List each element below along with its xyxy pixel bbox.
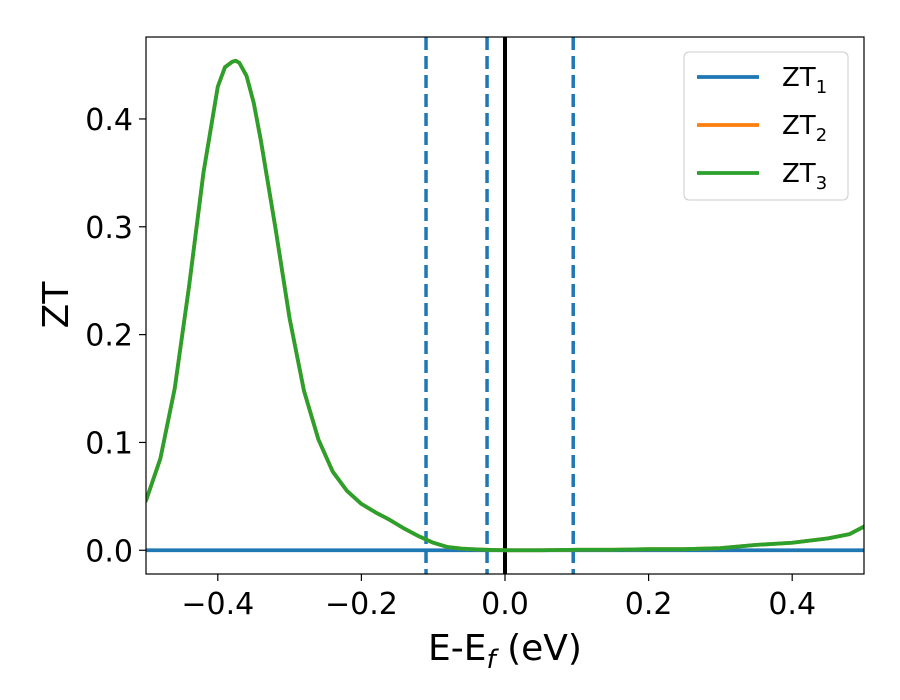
y-tick-label: 0.0: [85, 534, 133, 569]
legend-label-zt3: ZT3: [782, 159, 827, 194]
reference-lines: [424, 37, 575, 574]
x-axis-label-main: E-E: [428, 628, 486, 669]
y-tick-label: 0.1: [85, 426, 133, 461]
series-layer: [146, 58, 864, 553]
y-tick-label: 0.3: [85, 211, 133, 246]
x-axis-label-unit: (eV): [496, 628, 582, 669]
x-tick-label: 0.4: [768, 587, 816, 622]
y-axis-label: ZT: [36, 281, 77, 329]
y-tick-label: 0.4: [85, 103, 133, 138]
legend-label-zt1: ZT1: [782, 63, 827, 98]
y-tick-label: 0.2: [85, 319, 133, 354]
x-tick-label: 0.2: [625, 587, 673, 622]
y-axis-ticks: 0.0 0.1 0.2 0.3 0.4: [85, 103, 146, 569]
legend: ZT1 ZT2 ZT3: [683, 51, 849, 201]
legend-box: [683, 51, 849, 201]
x-axis-ticks: −0.4 −0.2 0.0 0.2 0.4: [181, 574, 816, 622]
x-axis-label: E-Ef (eV): [428, 628, 582, 675]
x-tick-label: −0.2: [325, 587, 398, 622]
x-tick-label: −0.4: [181, 587, 254, 622]
x-tick-label: 0.0: [481, 587, 529, 622]
legend-label-zt2: ZT2: [782, 111, 827, 146]
series-line-zt3: [146, 58, 864, 553]
